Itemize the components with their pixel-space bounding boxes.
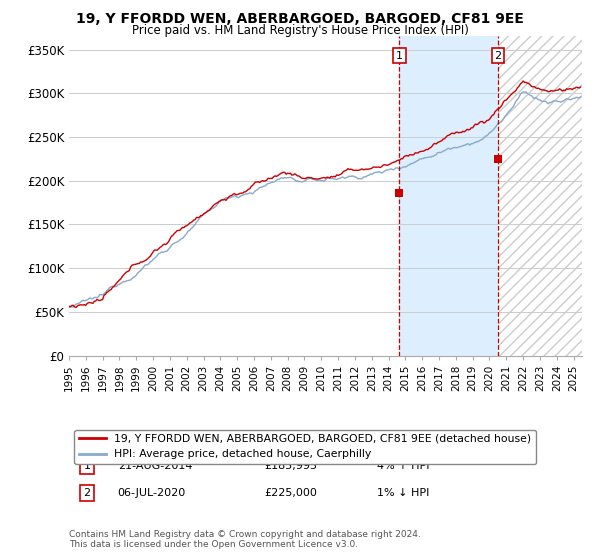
Text: 19, Y FFORDD WEN, ABERBARGOED, BARGOED, CF81 9EE: 19, Y FFORDD WEN, ABERBARGOED, BARGOED, … xyxy=(76,12,524,26)
Text: 1: 1 xyxy=(83,461,91,471)
Text: 2: 2 xyxy=(494,50,502,60)
Text: £225,000: £225,000 xyxy=(264,488,317,498)
Text: 4% ↑ HPI: 4% ↑ HPI xyxy=(377,461,430,471)
Text: Contains HM Land Registry data © Crown copyright and database right 2024.
This d: Contains HM Land Registry data © Crown c… xyxy=(69,530,421,549)
Legend: 19, Y FFORDD WEN, ABERBARGOED, BARGOED, CF81 9EE (detached house), HPI: Average : 19, Y FFORDD WEN, ABERBARGOED, BARGOED, … xyxy=(74,430,536,464)
Bar xyxy=(498,32,582,356)
Bar xyxy=(400,36,498,356)
Text: 21-AUG-2014: 21-AUG-2014 xyxy=(118,461,192,471)
Text: £185,995: £185,995 xyxy=(264,461,317,471)
Text: 06-JUL-2020: 06-JUL-2020 xyxy=(118,488,186,498)
Text: Price paid vs. HM Land Registry's House Price Index (HPI): Price paid vs. HM Land Registry's House … xyxy=(131,24,469,37)
Bar xyxy=(498,36,582,356)
Text: 1% ↓ HPI: 1% ↓ HPI xyxy=(377,488,429,498)
Text: 2: 2 xyxy=(83,488,91,498)
Text: 1: 1 xyxy=(396,50,403,60)
